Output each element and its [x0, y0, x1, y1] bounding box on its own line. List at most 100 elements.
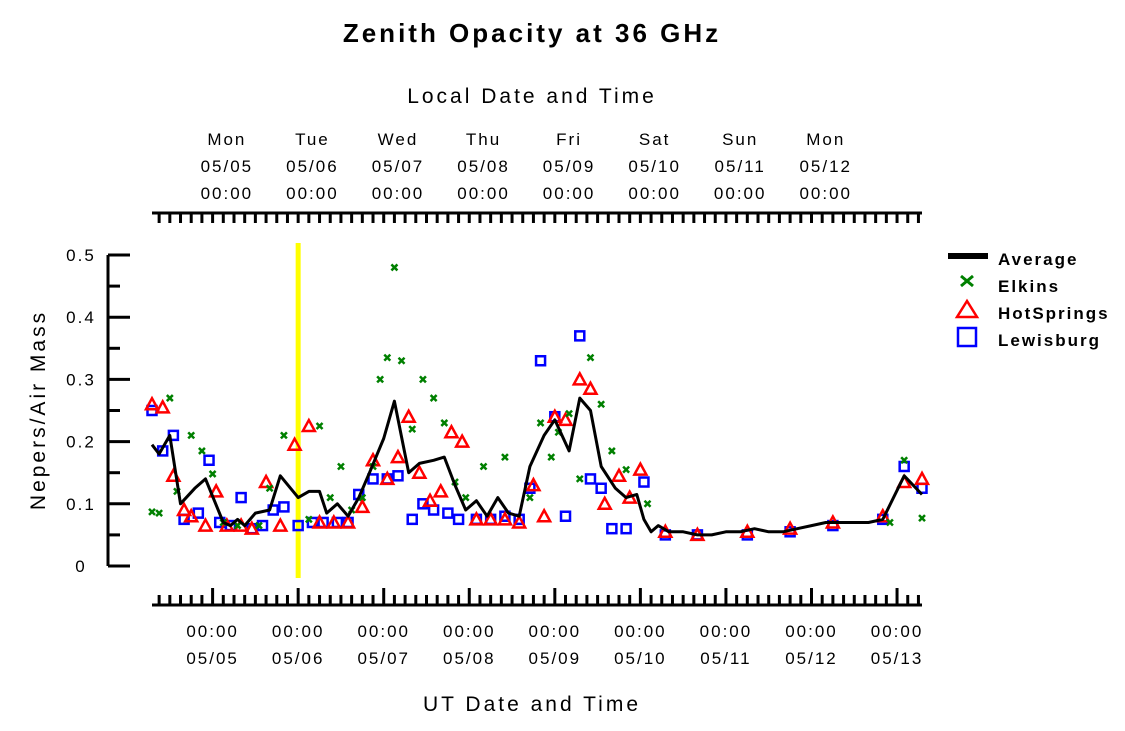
elkins-point — [607, 447, 616, 455]
elkins-series — [148, 263, 926, 530]
top-tick-labels: Mon 05/05 00:00 Tue 05/06 00:00 Wed 05/07 00:00 T… — [201, 130, 852, 203]
top-tick-time: 00:00 — [201, 184, 254, 203]
lewisburg-point — [620, 522, 632, 535]
elkins-point — [575, 475, 584, 483]
hotsprings-point — [154, 398, 171, 414]
x-stroke — [233, 521, 242, 530]
lewisburg-point — [392, 470, 404, 482]
top-tick-date: 05/08 — [457, 157, 510, 176]
hotsprings-point — [325, 513, 342, 529]
hotsprings-point — [143, 395, 161, 411]
hotsprings-point — [411, 464, 428, 479]
top-tick-time: 00:00 — [799, 184, 852, 203]
legend-label-average: Average — [998, 250, 1078, 269]
elkins-point — [419, 375, 427, 384]
legend-triangle-swatch — [954, 298, 980, 319]
elkins-point — [383, 353, 392, 362]
bottom-tick-labels: 00:00 05/05 00:00 05/06 00:00 05/07 00:00 05/08… — [186, 622, 924, 668]
top-tick-day: Wed — [378, 130, 419, 149]
lewisburg-point — [606, 522, 618, 535]
hotsprings-point — [443, 423, 460, 439]
elkins-point — [408, 425, 417, 434]
x-stroke — [547, 453, 556, 462]
x-stroke — [155, 509, 164, 518]
lewisburg-point — [584, 473, 597, 485]
elkins-point — [536, 419, 545, 427]
hotsprings-point — [511, 513, 528, 529]
x-stroke — [886, 518, 894, 527]
y-tick-label: 0.5 — [66, 246, 96, 265]
lewisburg-point — [559, 510, 572, 522]
top-tick-time: 00:00 — [372, 184, 425, 203]
series-layer — [143, 263, 931, 542]
x-stroke — [165, 394, 174, 402]
lewisburg-point — [406, 513, 418, 526]
legend: Average Elkins HotSprings Lewisburg — [948, 250, 1108, 350]
hotsprings-point — [339, 513, 357, 529]
x-axis-title: UT Date and Time — [423, 693, 641, 716]
x-stroke — [383, 353, 392, 362]
hotsprings-point — [243, 520, 260, 535]
x-stroke — [337, 462, 345, 471]
bottom-tick-time: 00:00 — [614, 622, 667, 641]
x-stroke — [597, 400, 606, 409]
bottom-tick-date: 05/13 — [871, 649, 924, 668]
top-axis-title: Local Date and Time — [407, 85, 657, 108]
y-axis-title: Nepers/Air Mass — [27, 310, 50, 510]
x-stroke — [525, 493, 534, 502]
elkins-point — [525, 493, 534, 502]
elkins-point — [886, 518, 894, 527]
x-stroke — [643, 499, 652, 508]
bottom-tick-time: 00:00 — [357, 622, 410, 641]
x-stroke — [575, 475, 584, 483]
elkins-point — [597, 400, 606, 409]
top-tick-date: 05/12 — [799, 157, 852, 176]
x-stroke — [198, 447, 206, 455]
hotsprings-point — [913, 470, 931, 486]
top-tick-time: 00:00 — [628, 184, 681, 203]
lewisburg-point — [278, 501, 290, 513]
hotsprings-point — [468, 510, 485, 526]
top-tick-day: Tue — [295, 130, 330, 149]
elkins-point — [148, 508, 156, 516]
x-stroke — [419, 375, 427, 384]
x-stroke — [900, 456, 909, 465]
chart-title: Zenith Opacity at 36 GHz — [343, 18, 721, 48]
y-tick-label: 0.2 — [66, 433, 96, 452]
hotsprings-point — [379, 470, 396, 486]
elkins-point — [429, 394, 438, 402]
x-stroke — [429, 394, 438, 402]
hotsprings-point — [257, 473, 275, 489]
elkins-point — [326, 493, 335, 502]
bottom-tick-date: 05/07 — [357, 649, 410, 668]
y-tick-label: 0.3 — [66, 370, 96, 389]
hotsprings-point — [632, 460, 649, 476]
legend-label-lewisburg: Lewisburg — [998, 331, 1101, 350]
hotsprings-point — [482, 510, 499, 526]
elkins-point — [461, 493, 470, 502]
x-stroke — [187, 431, 196, 440]
elkins-point — [390, 263, 399, 272]
top-tick-time: 00:00 — [543, 184, 596, 203]
hotsprings-point — [197, 516, 214, 532]
x-stroke — [408, 425, 417, 434]
top-tick-time: 00:00 — [457, 184, 510, 203]
top-tick-date: 05/07 — [372, 157, 425, 176]
x-stroke — [148, 508, 156, 516]
bottom-tick-time: 00:00 — [443, 622, 496, 641]
lewisburg-point — [367, 473, 379, 485]
elkins-point — [547, 453, 556, 462]
x-stroke — [390, 263, 399, 272]
lewisburg-point — [534, 354, 547, 367]
elkins-point — [376, 375, 385, 384]
elkins-point — [155, 509, 164, 518]
lewisburg-point — [574, 330, 586, 342]
elkins-point — [337, 462, 345, 471]
top-tick-day: Mon — [806, 130, 845, 149]
x-stroke — [280, 431, 288, 440]
elkins-point — [479, 462, 488, 471]
x-stroke — [358, 493, 367, 502]
top-tick-time: 00:00 — [286, 184, 339, 203]
x-stroke — [440, 419, 449, 427]
hotsprings-point — [272, 516, 289, 532]
